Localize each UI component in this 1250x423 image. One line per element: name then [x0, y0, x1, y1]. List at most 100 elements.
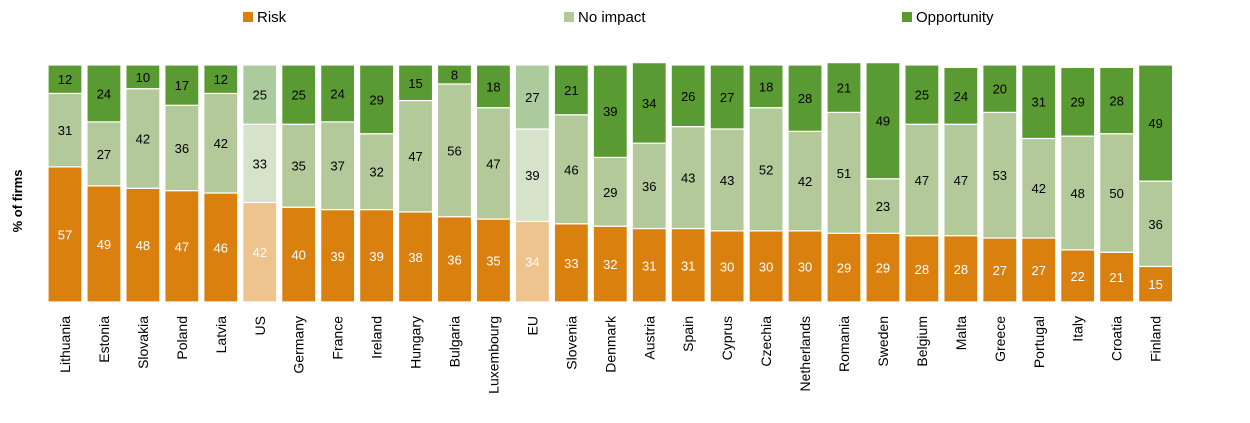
data-label-opportunity-romania: 21: [837, 81, 851, 96]
bar-opportunity-hungary: [397, 64, 434, 102]
data-label-opportunity-slovakia: 10: [136, 70, 150, 85]
bar-no-impact-belgium: [904, 123, 940, 237]
data-label-no-impact-bulgaria: 56: [447, 143, 461, 158]
data-label-risk-italy: 22: [1070, 269, 1084, 284]
data-label-opportunity-bulgaria: 8: [451, 67, 458, 82]
x-tick-label-germany: Germany: [291, 316, 307, 374]
x-tick-label-italy: Italy: [1070, 316, 1086, 342]
x-tick-label-portugal: Portugal: [1031, 316, 1047, 368]
bar-no-impact-austria: [631, 142, 667, 230]
data-label-risk-sweden: 29: [876, 261, 890, 276]
data-label-no-impact-poland: 36: [175, 141, 189, 156]
data-label-opportunity-greece: 20: [993, 82, 1007, 97]
bar-no-impact-netherlands: [787, 130, 823, 232]
data-label-no-impact-netherlands: 42: [798, 174, 812, 189]
bar-opportunity-cyprus: [709, 64, 745, 130]
bar-group-austria: 31 36 34: [631, 62, 667, 303]
bar-group-croatia: 21 50 28: [1099, 66, 1135, 303]
data-label-risk-latvia: 46: [214, 240, 228, 255]
data-label-risk-slovenia: 33: [564, 256, 578, 271]
bar-no-impact-us: [242, 123, 278, 204]
data-label-opportunity-luxembourg: 18: [486, 79, 500, 94]
data-label-risk-malta: 28: [954, 262, 968, 277]
bar-risk-cyprus: [709, 230, 745, 303]
bar-opportunity-netherlands: [787, 64, 823, 132]
legend-item-no-impact: No impact: [564, 9, 646, 26]
data-label-risk-belgium: 28: [915, 262, 929, 277]
bar-group-malta: 28 47 24: [943, 66, 979, 303]
bar-group-denmark: 32 29 39: [592, 64, 628, 303]
data-label-no-impact-italy: 48: [1070, 186, 1084, 201]
bar-risk-romania: [826, 232, 862, 303]
bar-group-greece: 27 53 20: [982, 64, 1018, 303]
data-label-opportunity-malta: 24: [954, 89, 968, 104]
bar-risk-poland: [164, 190, 200, 303]
data-label-no-impact-us: 33: [253, 156, 267, 171]
legend-label-risk: Risk: [257, 9, 287, 26]
bar-opportunity-poland: [164, 64, 200, 106]
x-tick-label-poland: Poland: [174, 316, 190, 360]
x-tick-label-bulgaria: Bulgaria: [447, 316, 463, 368]
bar-group-latvia: 46 42 12: [203, 64, 239, 303]
data-label-no-impact-latvia: 42: [214, 136, 228, 151]
data-label-no-impact-czechia: 52: [759, 162, 773, 177]
bar-no-impact-romania: [826, 111, 862, 234]
bar-opportunity-croatia: [1099, 66, 1135, 135]
data-label-risk-czechia: 30: [759, 259, 773, 274]
data-label-opportunity-cyprus: 27: [720, 90, 734, 105]
data-label-opportunity-italy: 29: [1070, 95, 1084, 110]
x-tick-label-belgium: Belgium: [914, 316, 930, 367]
data-label-no-impact-slovakia: 42: [136, 131, 150, 146]
data-label-risk-finland: 15: [1148, 277, 1162, 292]
x-tick-label-netherlands: Netherlands: [797, 316, 813, 392]
bar-risk-slovenia: [553, 223, 589, 303]
data-label-risk-austria: 31: [642, 258, 656, 273]
data-label-no-impact-cyprus: 43: [720, 173, 734, 188]
legend-label-opportunity: Opportunity: [916, 9, 994, 26]
bar-group-france: 39 37 24: [320, 64, 356, 303]
x-tick-label-france: France: [330, 316, 346, 360]
bar-no-impact-slovenia: [553, 114, 589, 225]
data-label-opportunity-ireland: 29: [369, 92, 383, 107]
bar-no-impact-croatia: [1099, 133, 1135, 253]
data-label-risk-portugal: 27: [1032, 263, 1046, 278]
data-label-risk-luxembourg: 35: [486, 254, 500, 269]
x-tick-label-eu: EU: [524, 316, 540, 335]
bar-group-belgium: 28 47 25: [904, 64, 940, 303]
bar-group-italy: 22 48 29: [1060, 66, 1096, 303]
bar-group-romania: 29 51 21: [826, 62, 862, 303]
data-label-no-impact-belgium: 47: [915, 173, 929, 188]
data-label-opportunity-finland: 49: [1148, 116, 1162, 131]
bar-no-impact-czechia: [748, 107, 784, 232]
bar-group-poland: 47 36 17: [164, 64, 200, 303]
bar-opportunity-greece: [982, 64, 1018, 114]
data-label-no-impact-lithuania: 31: [58, 123, 72, 138]
data-label-no-impact-denmark: 29: [603, 185, 617, 200]
data-label-risk-us: 42: [253, 245, 267, 260]
x-tick-label-ireland: Ireland: [369, 316, 385, 359]
bar-opportunity-romania: [826, 62, 862, 114]
bar-opportunity-malta: [943, 66, 979, 125]
data-label-opportunity-germany: 25: [291, 88, 305, 103]
bar-opportunity-us: [242, 64, 278, 125]
data-label-no-impact-france: 37: [330, 159, 344, 174]
data-label-risk-poland: 47: [175, 239, 189, 254]
bar-group-netherlands: 30 42 28: [787, 64, 823, 303]
bar-risk-lithuania: [47, 166, 83, 303]
bar-opportunity-italy: [1060, 66, 1096, 137]
bar-group-bulgaria: 36 56 8: [436, 64, 473, 303]
data-label-risk-cyprus: 30: [720, 259, 734, 274]
bar-group-slovakia: 48 42 10: [125, 64, 161, 303]
bar-opportunity-slovenia: [553, 64, 589, 116]
chart-legend: Risk No impact Opportunity: [243, 9, 994, 26]
data-label-risk-hungary: 38: [408, 250, 422, 265]
bar-risk-spain: [670, 227, 706, 303]
data-label-opportunity-eu: 27: [525, 90, 539, 105]
data-label-opportunity-belgium: 25: [915, 88, 929, 103]
bar-opportunity-austria: [631, 62, 667, 144]
data-label-no-impact-slovenia: 46: [564, 162, 578, 177]
data-label-risk-romania: 29: [837, 261, 851, 276]
bar-no-impact-slovakia: [125, 88, 161, 189]
bar-opportunity-latvia: [203, 64, 239, 95]
bar-risk-portugal: [1021, 237, 1057, 303]
